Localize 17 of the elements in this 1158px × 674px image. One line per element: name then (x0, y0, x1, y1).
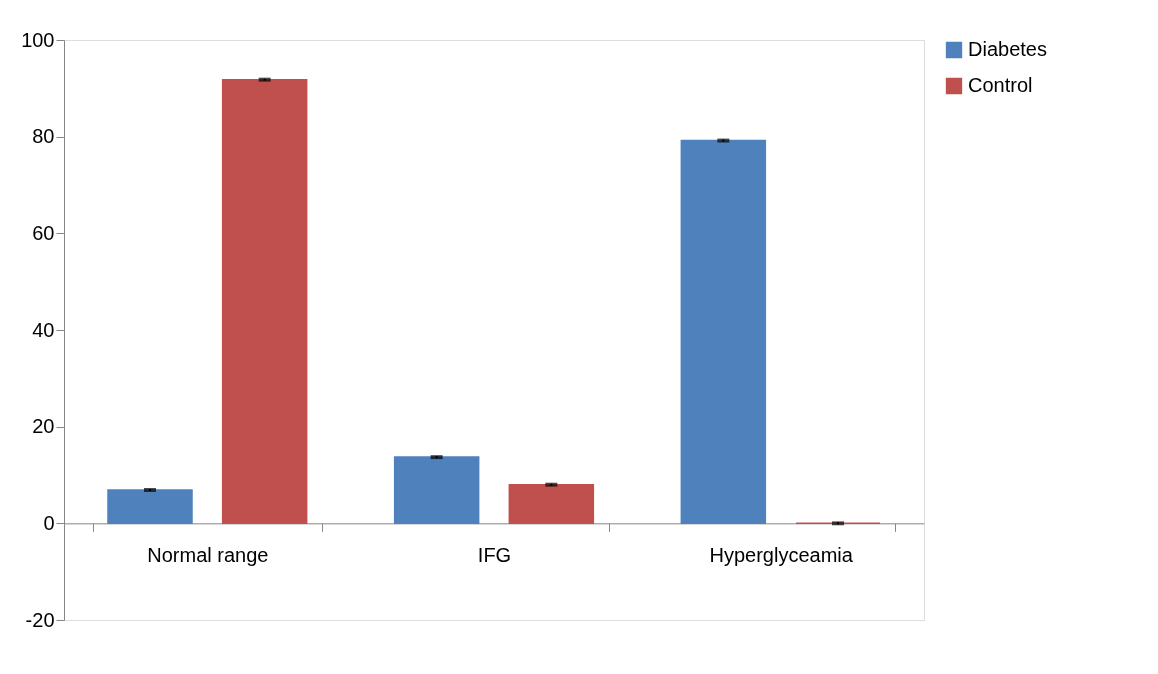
bar (393, 456, 480, 525)
y-tick-label: -20 (25, 608, 55, 631)
bar (221, 78, 308, 525)
bar (680, 139, 767, 525)
x-tick-label: IFG (477, 543, 512, 566)
y-tick-label: 100 (21, 28, 55, 51)
y-tick-label: 80 (32, 125, 55, 148)
y-tick-label: 60 (32, 221, 55, 244)
y-tick-label: 0 (43, 511, 55, 534)
bar (107, 489, 193, 525)
y-tick-label: 40 (32, 318, 55, 341)
bar (508, 483, 595, 525)
y-tick-label: 20 (32, 415, 55, 438)
x-tick-label: Hyperglyceamia (709, 543, 854, 566)
legend-label: Control (968, 74, 1033, 96)
legend-label: Diabetes (968, 38, 1047, 60)
x-tick-label: Normal range (147, 543, 269, 566)
